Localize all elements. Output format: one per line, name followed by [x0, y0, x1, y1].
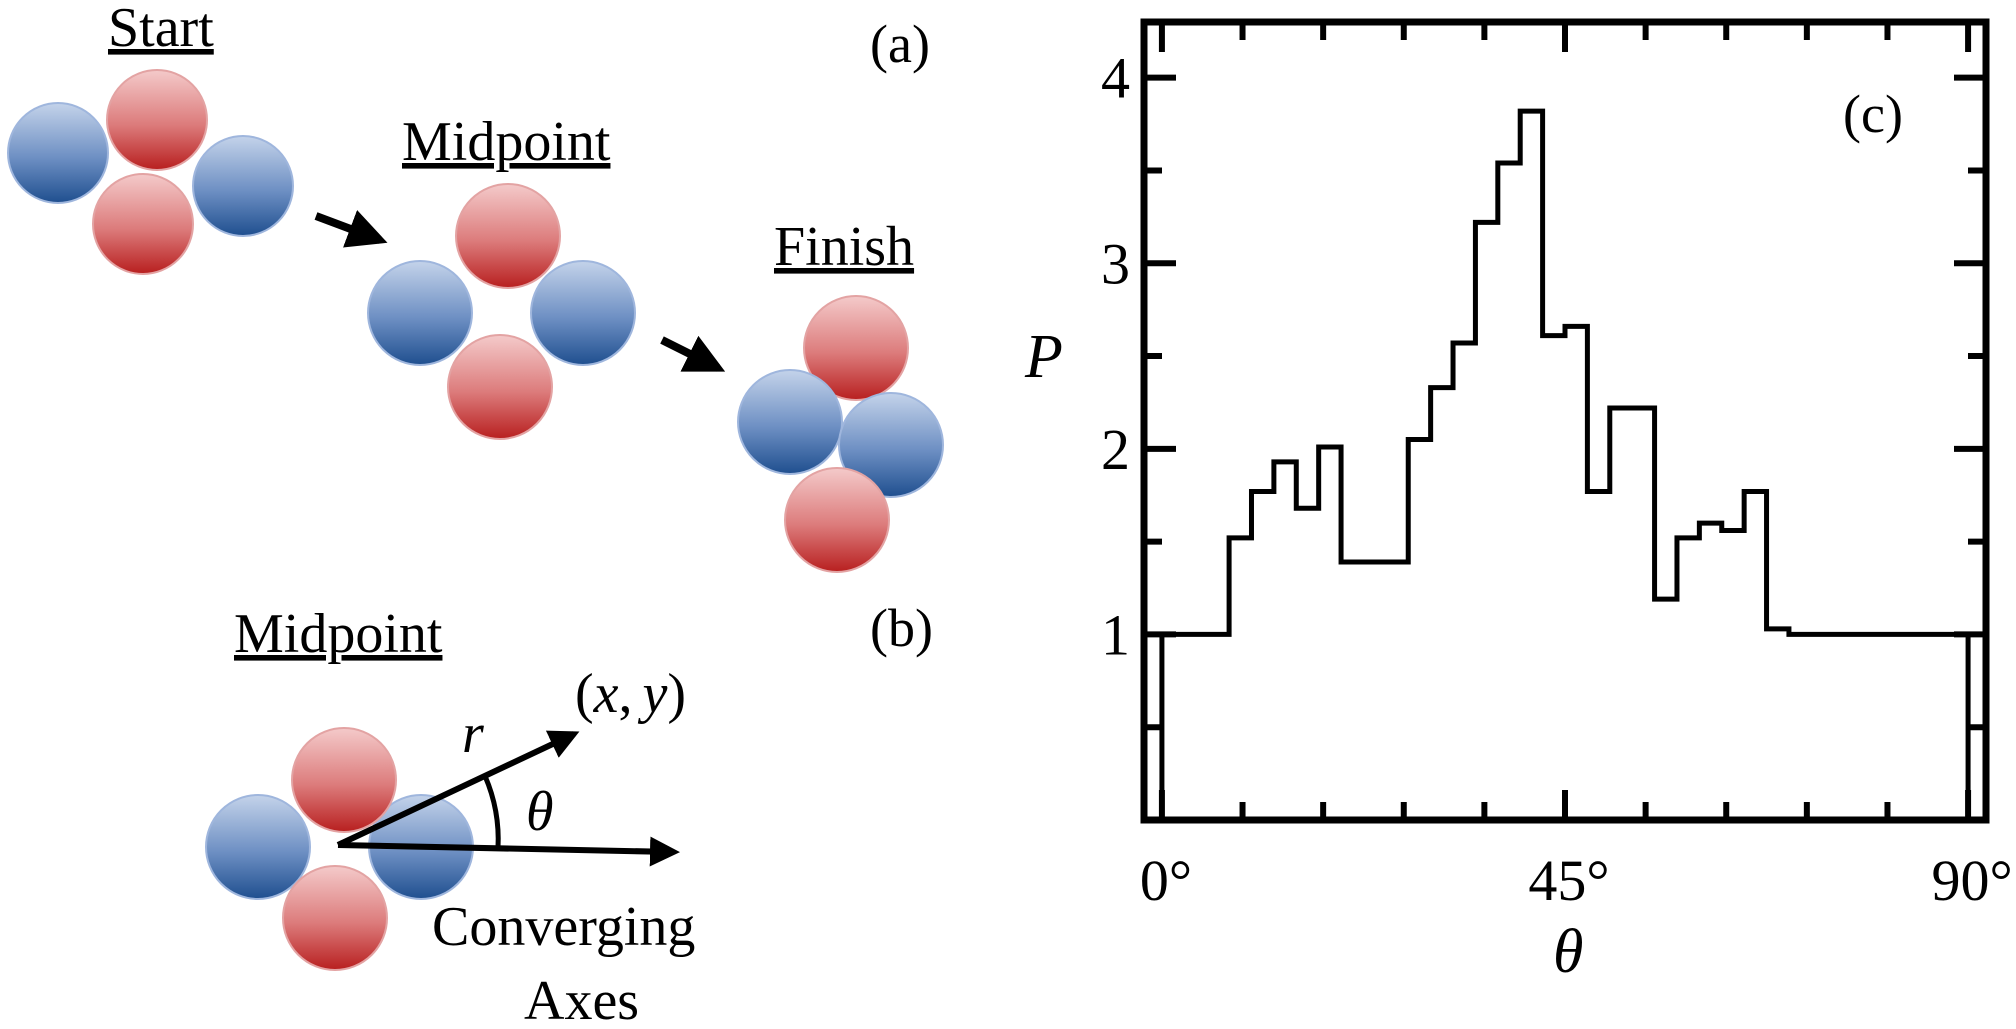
position-vector-arrow: [336, 730, 580, 848]
particle-cluster-finish: [737, 295, 944, 573]
chart-marks: 1 2 3 4 0° 45° 90°: [1101, 18, 2013, 913]
blue-particle: [838, 392, 944, 498]
x-tick-label: 90°: [1931, 848, 2012, 913]
red-particle: [106, 69, 208, 171]
panel-b-label: (b): [870, 598, 933, 658]
x-axis-label: θ: [1553, 918, 1583, 986]
panel-a-label: (a): [870, 14, 930, 74]
arrow-start-to-midpoint: [314, 210, 388, 248]
theta-label: θ: [526, 781, 554, 843]
point-label: (x, y): [575, 663, 686, 725]
converging-axis-arrow: [337, 836, 680, 867]
theta-angle-arc: [482, 775, 501, 849]
histogram-series: [1159, 108, 1971, 820]
blue-particle: [530, 260, 636, 366]
panel-a: (a) Start Midpoint Finish: [7, 0, 944, 573]
y-tick-label: 4: [1101, 46, 1130, 111]
particle-cluster-midpoint: [367, 183, 636, 440]
y-tick-label: 2: [1101, 417, 1130, 482]
red-particle: [282, 865, 388, 971]
blue-particle: [192, 135, 294, 237]
r-label: r: [462, 703, 484, 765]
red-particle: [784, 467, 890, 573]
y-axis-label: P: [1024, 323, 1063, 391]
blue-particle: [367, 260, 473, 366]
blue-particle: [737, 369, 843, 475]
red-particle: [455, 183, 561, 289]
arrow-midpoint-to-finish: [660, 335, 726, 372]
blue-particle: [7, 102, 109, 204]
x-tick-label: 45°: [1528, 848, 1609, 913]
caption-converging: Converging: [432, 896, 695, 958]
red-particle: [92, 173, 194, 275]
histogram-chart: (c) P θ 1 2 3 4 0° 45° 90°: [1024, 18, 2013, 986]
red-particle: [291, 727, 397, 833]
y-tick-label: 3: [1101, 231, 1130, 296]
blue-particle: [205, 794, 311, 900]
panel-b: (b) Midpoint r θ (x, y) Converging Axes: [205, 598, 933, 1029]
panel-b-title: Midpoint: [234, 603, 443, 665]
particle-cluster-start: [7, 69, 294, 275]
red-particle: [447, 334, 553, 440]
stage-title-finish: Finish: [774, 216, 914, 278]
stage-title-start: Start: [108, 0, 214, 59]
red-particle: [803, 295, 909, 401]
stage-title-midpoint: Midpoint: [402, 111, 611, 173]
x-tick-label: 0°: [1140, 848, 1192, 913]
caption-axes: Axes: [524, 970, 639, 1029]
panel-c-label: (c): [1843, 84, 1903, 144]
y-tick-label: 1: [1101, 602, 1130, 667]
